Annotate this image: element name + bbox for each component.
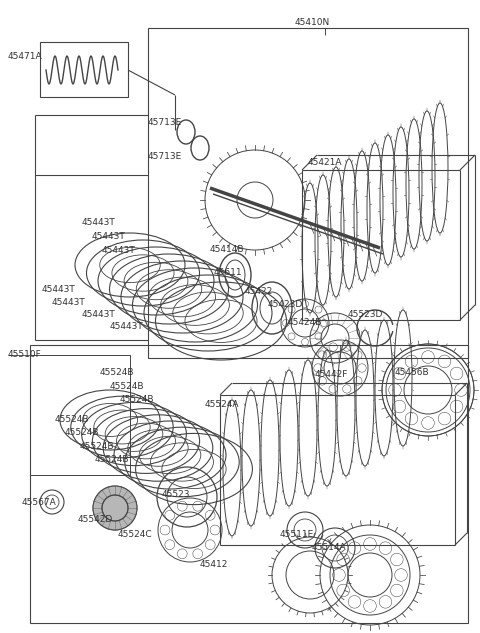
- Text: 45611: 45611: [214, 268, 242, 277]
- Text: 45410N: 45410N: [295, 18, 330, 27]
- Text: 45542D: 45542D: [78, 515, 113, 524]
- Text: 45443T: 45443T: [102, 246, 136, 255]
- Text: 45713E: 45713E: [148, 152, 182, 161]
- Text: 45514A: 45514A: [312, 543, 347, 552]
- Text: 45442F: 45442F: [315, 370, 348, 379]
- Ellipse shape: [93, 486, 137, 530]
- Text: 45443T: 45443T: [110, 322, 144, 331]
- Text: 45443T: 45443T: [42, 285, 76, 294]
- Text: 45423D: 45423D: [268, 300, 303, 309]
- Text: 45713E: 45713E: [148, 118, 182, 127]
- Text: 45422: 45422: [245, 287, 273, 296]
- Text: 45524B: 45524B: [110, 382, 144, 391]
- Bar: [148, 28, 468, 358]
- Text: 45424B: 45424B: [288, 318, 323, 327]
- Text: 45443T: 45443T: [82, 218, 116, 227]
- Text: 45524B: 45524B: [95, 455, 130, 464]
- Text: 45567A: 45567A: [22, 498, 57, 507]
- Text: 45524B: 45524B: [55, 415, 89, 424]
- Text: 45511E: 45511E: [280, 530, 314, 539]
- Text: 45524B: 45524B: [80, 442, 115, 451]
- Text: 45523: 45523: [162, 490, 191, 499]
- Text: 45443T: 45443T: [82, 310, 116, 319]
- Text: 45443T: 45443T: [92, 232, 126, 241]
- Text: 45524B: 45524B: [65, 428, 99, 437]
- Text: 45524B: 45524B: [100, 368, 134, 377]
- Text: 45412: 45412: [200, 560, 228, 569]
- Text: 45443T: 45443T: [52, 298, 86, 307]
- Text: 45471A: 45471A: [8, 52, 43, 61]
- Text: 45510F: 45510F: [8, 350, 42, 359]
- Text: 45523D: 45523D: [348, 310, 384, 319]
- Bar: [40, 42, 128, 97]
- Text: 45414B: 45414B: [210, 245, 244, 254]
- Bar: [30, 355, 130, 475]
- Text: 45524C: 45524C: [118, 530, 153, 539]
- Text: 45421A: 45421A: [308, 158, 343, 167]
- Text: 45456B: 45456B: [395, 368, 430, 377]
- Bar: [30, 345, 468, 623]
- Text: 45524A: 45524A: [205, 400, 240, 409]
- Text: 45524B: 45524B: [120, 395, 155, 404]
